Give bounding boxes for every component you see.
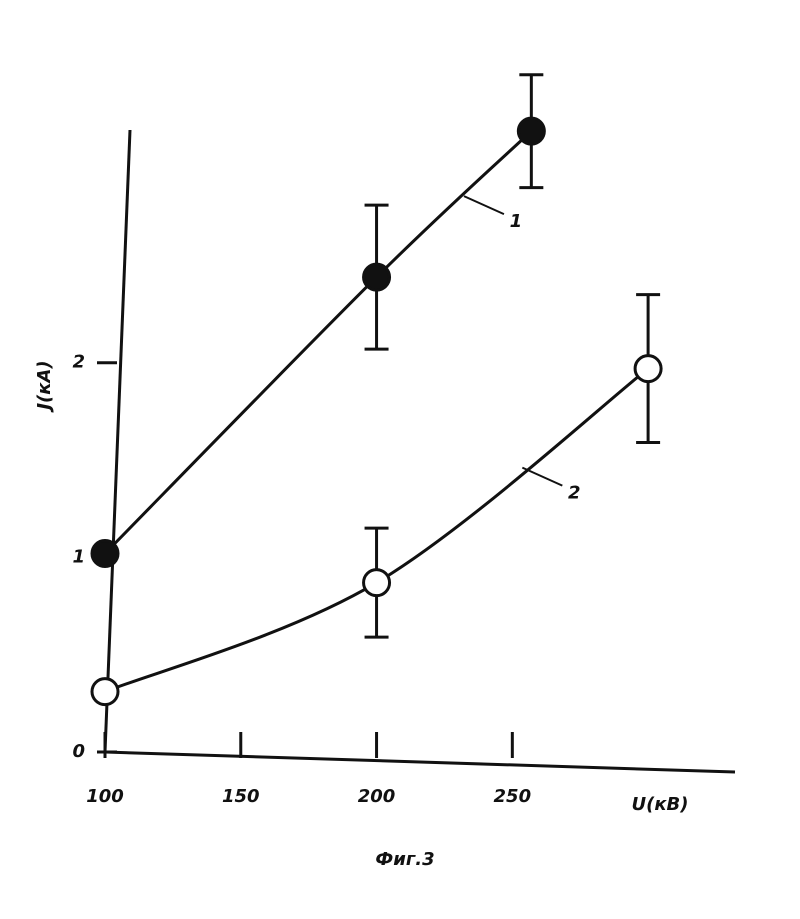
curve-label: 2 — [568, 483, 581, 504]
y-axis-label: J(кА) — [34, 360, 55, 412]
point — [92, 679, 118, 705]
background — [0, 0, 800, 919]
point — [364, 570, 390, 596]
caption: Фиг.3 — [375, 849, 434, 870]
x-tick-label: 100 — [86, 786, 124, 807]
x-tick-label: 150 — [222, 786, 260, 807]
x-axis-label: U(кВ) — [631, 794, 688, 815]
x-tick-label: 200 — [358, 786, 396, 807]
chart: U(кВ) J(кА) Фиг.3 100 150 200 250 0 1 2 1 2 — [0, 0, 800, 919]
point — [635, 356, 661, 382]
point — [364, 264, 390, 290]
curve-label: 1 — [510, 211, 523, 232]
point — [518, 118, 544, 144]
x-tick-label: 250 — [494, 786, 532, 807]
y-tick-label: 2 — [72, 352, 85, 373]
y-tick-label: 0 — [72, 741, 85, 762]
point — [92, 540, 118, 566]
y-tick-label: 1 — [72, 546, 85, 567]
